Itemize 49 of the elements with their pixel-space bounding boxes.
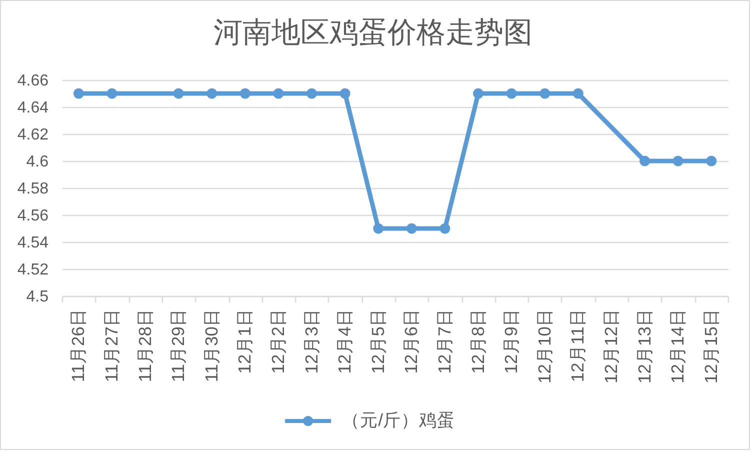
x-tick-label: 12月12日	[600, 308, 621, 384]
point	[506, 88, 517, 99]
point	[173, 88, 184, 99]
point	[306, 88, 317, 99]
x-tick-label: 12月6日	[401, 308, 422, 374]
x-tick-label: 12月13日	[634, 308, 654, 384]
point	[540, 88, 550, 99]
x-tick-label: 12月14日	[668, 308, 688, 384]
x-tick-label: 11月26日	[68, 308, 88, 382]
x-tick-label: 12月9日	[501, 308, 522, 374]
y-tick-label: 4.5	[26, 288, 49, 306]
y-tick-label: 4.58	[17, 180, 49, 198]
point	[373, 223, 384, 234]
y-tick-label: 4.66	[17, 72, 49, 90]
chart-title: 河南地区鸡蛋价格走势图	[213, 17, 532, 49]
x-tick-label: 12月15日	[700, 308, 721, 384]
x-tick-label: 12月5日	[368, 308, 388, 374]
point	[406, 223, 417, 234]
point	[640, 156, 650, 166]
point	[440, 223, 450, 234]
x-tick-label: 11月30日	[201, 308, 222, 382]
point	[106, 88, 118, 99]
y-tick-label: 4.64	[17, 100, 49, 116]
x-tick-label: 12月4日	[334, 308, 355, 374]
y-tick-label: 4.56	[17, 208, 49, 224]
y-tick-label: 4.6	[26, 154, 49, 170]
point	[672, 156, 684, 166]
y-tick-label: 4.62	[17, 126, 49, 144]
x-tick-label: 11月27日	[101, 308, 122, 382]
point	[273, 88, 284, 99]
x-tick-label: 12月1日	[234, 308, 255, 374]
point	[340, 88, 350, 99]
point	[73, 88, 84, 99]
x-tick-label: 12月2日	[268, 308, 288, 374]
x-tick-label: 12月7日	[434, 308, 454, 374]
x-tick-label: 12月3日	[301, 308, 322, 374]
point	[473, 88, 484, 99]
y-tick-label: 4.54	[17, 234, 49, 252]
x-tick-label: 12月11日	[568, 308, 588, 382]
legend-label: （元/斤）鸡蛋	[342, 410, 455, 430]
x-tick-label: 11月28日	[134, 308, 155, 382]
x-tick-label: 11月29日	[168, 308, 188, 382]
point	[206, 88, 218, 99]
x-tick-label: 12月10日	[534, 308, 554, 384]
x-tick-label: 12月8日	[468, 308, 488, 374]
point	[240, 88, 250, 99]
point	[572, 88, 584, 99]
point	[706, 156, 717, 166]
y-tick-label: 4.52	[17, 262, 49, 278]
